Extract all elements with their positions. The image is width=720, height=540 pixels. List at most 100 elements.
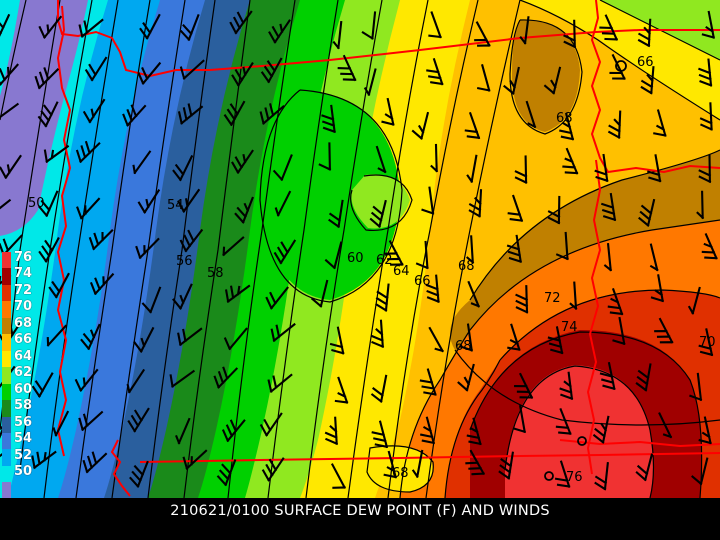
wind-barb (169, 369, 196, 388)
wind-barb (465, 449, 486, 476)
legend-swatch-56 (2, 416, 11, 433)
wind-barb (329, 326, 345, 355)
wind-barb (363, 68, 377, 97)
contour-label-62: 62 (376, 253, 393, 268)
wind-barb (635, 363, 652, 392)
wind-barb (428, 11, 442, 39)
wind-barb (274, 190, 292, 217)
map-canvas[interactable]: 50 54 56 58 60 62 64 66 68 66 68 68 72 74 70 68 76 (0, 0, 720, 498)
wind-barb (696, 190, 705, 220)
wind-barb (698, 416, 712, 445)
wind-barb (334, 376, 349, 404)
contour-label-70: 70 (699, 335, 716, 350)
wind-barb (267, 373, 293, 393)
wind-barb (649, 243, 659, 272)
wind-barb (231, 149, 254, 174)
wind-barb (607, 288, 624, 316)
wind-barb (268, 19, 291, 44)
wind-barb (74, 368, 99, 392)
wind-barb (569, 281, 578, 310)
wind-barb (122, 104, 147, 127)
legend-swatch-64 (2, 350, 11, 368)
wind-barb (133, 326, 155, 353)
wind-barb (599, 361, 616, 390)
contour-label-64: 64 (393, 264, 410, 279)
wind-barb (555, 231, 569, 261)
wind-barb (466, 154, 478, 183)
wind-barb (38, 236, 60, 263)
legend-label-66: 66 (14, 332, 33, 348)
wind-barb (428, 326, 444, 353)
wind-barbs (0, 10, 718, 491)
contour-label-68: 68 (455, 339, 472, 354)
legend-swatch-54 (2, 432, 11, 450)
wind-barb (222, 236, 245, 257)
wind-barb (468, 189, 483, 218)
wind-barb (179, 228, 204, 253)
wind-barb (699, 102, 713, 131)
wind-barb (332, 20, 343, 50)
wind-barb (603, 243, 613, 272)
wind-barb (369, 199, 387, 228)
wind-barb (182, 449, 208, 470)
wind-barb (691, 457, 709, 486)
wind-barb (137, 61, 162, 85)
wind-barb (361, 11, 377, 40)
wind-barb (689, 372, 703, 402)
wind-barb (519, 16, 530, 45)
wind-barb (78, 410, 104, 432)
wind-barb (139, 13, 161, 40)
wind-barb (370, 374, 388, 403)
wind-barb (525, 100, 537, 129)
legend-swatch-48 (2, 482, 11, 499)
contour-label-68: 68 (458, 259, 475, 274)
wind-barb (474, 21, 491, 47)
wind-barb (172, 283, 193, 310)
wind-barb (426, 57, 444, 86)
legend-swatch-66 (2, 334, 11, 351)
wind-barb (224, 284, 251, 303)
wind-barb (270, 322, 296, 343)
legend-label-62: 62 (14, 365, 33, 381)
legend-label-50: 50 (14, 464, 33, 480)
wind-barb (231, 61, 254, 87)
wind-barb (223, 327, 248, 351)
wind-barb (514, 155, 528, 184)
wind-barb (459, 323, 474, 352)
wind-barb (640, 66, 655, 95)
wind-barb (330, 463, 347, 489)
wind-barb (654, 317, 674, 344)
wind-barb (507, 194, 524, 222)
contour-label-74: 74 (561, 320, 578, 335)
contour-label-58: 58 (207, 266, 224, 281)
wind-barb (261, 457, 285, 482)
wind-barb (421, 186, 435, 215)
wind-barb (638, 198, 656, 227)
wind-barb (135, 237, 160, 260)
contour-label-60: 60 (347, 251, 364, 266)
contour-label-68: 68 (556, 111, 573, 126)
wind-barb (337, 54, 357, 82)
wind-barb (381, 97, 395, 126)
wind-barb (498, 451, 514, 480)
legend-swatch-58 (2, 400, 11, 417)
wind-barb (265, 286, 289, 310)
wind-barb (229, 10, 253, 35)
wind-barb (506, 234, 523, 263)
wind-barb (698, 154, 712, 184)
wind-barb (0, 13, 11, 37)
wind-barb (635, 453, 654, 482)
color-legend[interactable]: 76 74 72 70 68 66 64 62 60 58 56 54 52 50 (2, 251, 32, 499)
legend-swatch-68 (2, 317, 11, 335)
wind-barb (324, 416, 339, 446)
wind-barb (272, 154, 293, 182)
wind-barb (466, 417, 482, 446)
wind-barb (126, 368, 146, 394)
contour-label-50: 50 (28, 196, 45, 211)
wind-barb (172, 154, 194, 182)
legend-label-74: 74 (14, 266, 33, 282)
wind-barb (259, 103, 285, 125)
wind-barb (80, 323, 101, 351)
wind-barb (701, 233, 718, 260)
